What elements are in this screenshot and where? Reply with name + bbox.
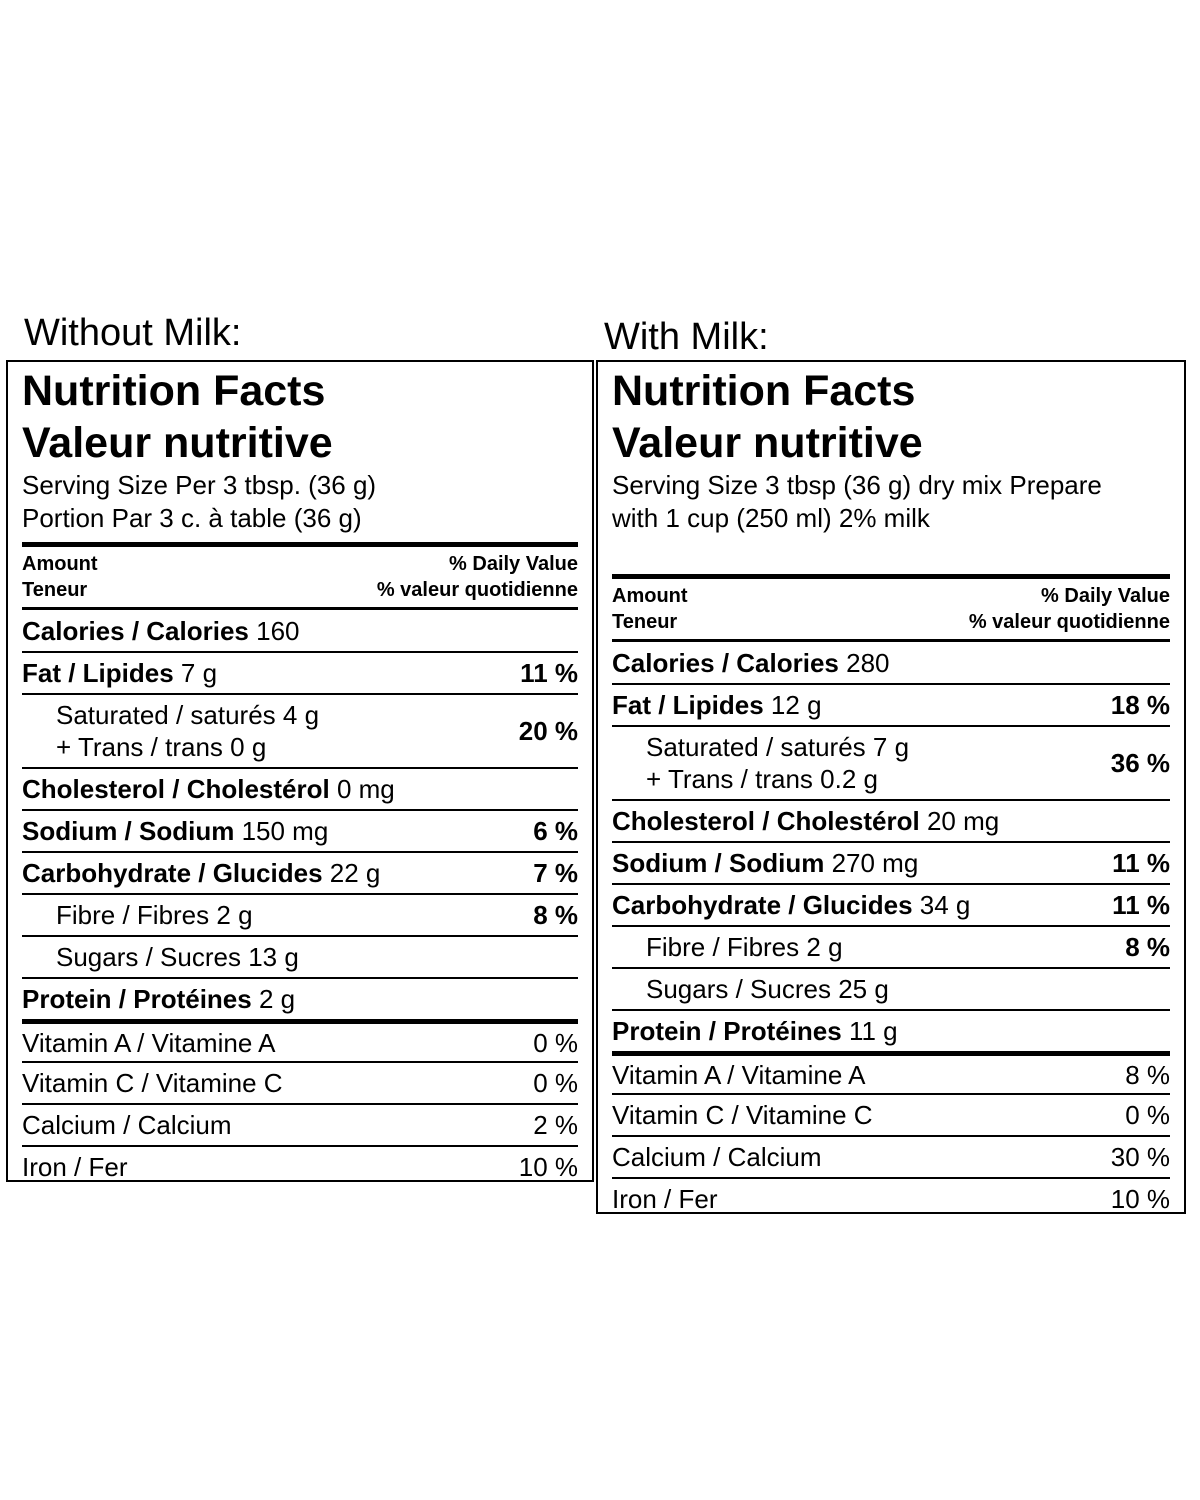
calories-row: Calories / Calories 160 — [22, 607, 578, 651]
calcium-row: Calcium / Calcium 2 % — [22, 1103, 578, 1145]
calories-row: Calories / Calories 280 — [612, 639, 1170, 683]
label-title-en: Nutrition Facts — [22, 367, 326, 415]
sodium-row: Sodium / Sodium 150 mg 6 % — [22, 809, 578, 851]
vitamin-a-row: Vitamin A / Vitamine A 0 % — [22, 1019, 578, 1061]
amount-header: Amount Teneur % Daily Value % valeur quoti… — [22, 547, 578, 607]
daily-value-label: % Daily Value — [1041, 585, 1170, 607]
label-title-en: Nutrition Facts — [612, 367, 916, 415]
vitamin-c-row: Vitamin C / Vitamine C 0 % — [612, 1093, 1170, 1135]
sodium-row: Sodium / Sodium 270 mg 11 % — [612, 841, 1170, 883]
serving-size-line-1: Serving Size Per 3 tbsp. (36 g) — [22, 470, 377, 500]
amount-label: Amount — [612, 585, 688, 607]
daily-value-label: % Daily Value — [449, 553, 578, 575]
vitamin-c-row: Vitamin C / Vitamine C 0 % — [22, 1061, 578, 1103]
nutrition-label-without-milk: Nutrition Facts Valeur nutritive Serving… — [6, 360, 594, 1182]
protein-row: Protein / Protéines 11 g — [612, 1009, 1170, 1051]
teneur-label: Teneur — [22, 579, 88, 601]
fat-row: Fat / Lipides 7 g 11 % — [22, 651, 578, 693]
saturated-trans-row: Saturated / saturés 4 g + Trans / trans … — [22, 693, 578, 767]
cholesterol-row: Cholesterol / Cholestérol 20 mg — [612, 799, 1170, 841]
panel-caption-with-milk: With Milk: — [604, 316, 769, 358]
nutrition-label-with-milk: Nutrition Facts Valeur nutritive Serving… — [596, 360, 1186, 1214]
amount-label: Amount — [22, 553, 98, 575]
label-title-fr: Valeur nutritive — [612, 419, 923, 467]
fat-row: Fat / Lipides 12 g 18 % — [612, 683, 1170, 725]
serving-size-line-2: with 1 cup (250 ml) 2% milk — [612, 503, 930, 533]
iron-row: Iron / Fer 10 % — [22, 1145, 578, 1187]
saturated-trans-row: Saturated / saturés 7 g + Trans / trans … — [612, 725, 1170, 799]
valeur-quotidienne-label: % valeur quotidienne — [968, 611, 1170, 633]
protein-row: Protein / Protéines 2 g — [22, 977, 578, 1019]
fibre-row: Fibre / Fibres 2 g 8 % — [612, 925, 1170, 967]
thick-divider — [22, 542, 578, 547]
carbohydrate-row: Carbohydrate / Glucides 22 g 7 % — [22, 851, 578, 893]
vitamin-a-row: Vitamin A / Vitamine A 8 % — [612, 1051, 1170, 1093]
sugars-row: Sugars / Sucres 13 g — [22, 935, 578, 977]
fibre-row: Fibre / Fibres 2 g 8 % — [22, 893, 578, 935]
sugars-row: Sugars / Sucres 25 g — [612, 967, 1170, 1009]
calcium-row: Calcium / Calcium 30 % — [612, 1135, 1170, 1177]
valeur-quotidienne-label: % valeur quotidienne — [376, 579, 578, 601]
cholesterol-row: Cholesterol / Cholestérol 0 mg — [22, 767, 578, 809]
serving-size-line-1: Serving Size 3 tbsp (36 g) dry mix Prepa… — [612, 470, 1102, 500]
iron-row: Iron / Fer 10 % — [612, 1177, 1170, 1219]
serving-size-line-2: Portion Par 3 c. à table (36 g) — [22, 503, 362, 533]
label-title-fr: Valeur nutritive — [22, 419, 333, 467]
amount-header: Amount Teneur % Daily Value % valeur quoti… — [612, 579, 1170, 639]
carbohydrate-row: Carbohydrate / Glucides 34 g 11 % — [612, 883, 1170, 925]
teneur-label: Teneur — [612, 611, 678, 633]
thick-divider — [612, 574, 1170, 579]
panel-caption-without-milk: Without Milk: — [24, 312, 242, 354]
